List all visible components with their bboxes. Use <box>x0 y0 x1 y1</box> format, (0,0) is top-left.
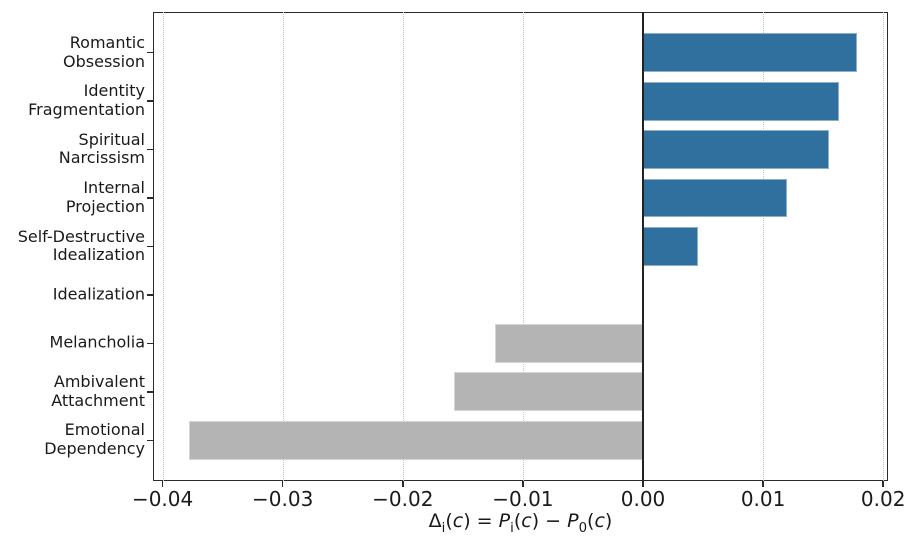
x-tick-mark-0.02 <box>882 481 884 487</box>
x-tick-mark-−0.02 <box>402 481 404 487</box>
y-tick-mark-spiritual-narcissism <box>147 148 153 151</box>
y-tick-label-ambivalent-attachment: Ambivalent Attachment <box>51 371 145 410</box>
y-tick-mark-identity-fragmentation <box>147 100 153 102</box>
x-tick-mark-0.01 <box>762 481 764 487</box>
x-tick-label-−0.01: −0.01 <box>492 487 554 511</box>
gridline-0.01 <box>763 12 765 481</box>
gridline-−0.03 <box>282 12 284 481</box>
y-tick-label-spiritual-narcissism: Spiritual Narcissism <box>58 129 145 168</box>
y-tick-mark-idealization <box>147 294 153 296</box>
bar-spiritual-narcissism <box>643 130 830 169</box>
x-tick-label-0.00: 0.00 <box>620 487 666 511</box>
gridline-−0.04 <box>162 12 164 481</box>
y-tick-label-melancholia: Melancholia <box>49 332 145 352</box>
zero-reference-line <box>642 12 644 481</box>
y-tick-mark-melancholia <box>147 342 153 345</box>
y-tick-label-internal-projection: Internal Projection <box>65 178 145 217</box>
bar-emotional-dependency <box>189 420 643 460</box>
x-tick-label-−0.04: −0.04 <box>131 487 194 511</box>
bar-melancholia <box>495 324 643 363</box>
x-tick-label-0.02: 0.02 <box>860 487 906 511</box>
x-tick-mark-−0.04 <box>161 481 164 487</box>
y-tick-label-emotional-dependency: Emotional Dependency <box>44 420 145 459</box>
gridline-−0.02 <box>402 12 404 481</box>
bar-internal-projection <box>643 178 788 218</box>
y-tick-label-romantic-obsession: Romantic Obsession <box>63 32 145 71</box>
x-tick-label-−0.03: −0.03 <box>252 487 314 511</box>
gridline-0.02 <box>883 12 885 481</box>
y-tick-mark-emotional-dependency <box>147 439 153 442</box>
gridline-−0.01 <box>522 12 524 481</box>
y-tick-label-identity-fragmentation: Identity Fragmentation <box>28 81 145 120</box>
bar-identity-fragmentation <box>643 81 839 121</box>
y-tick-label-idealization: Idealization <box>52 284 145 304</box>
y-tick-mark-ambivalent-attachment <box>147 391 153 393</box>
x-axis-label: Δi(c) = Pi(c) − P0(c) <box>428 510 613 536</box>
y-tick-mark-internal-projection <box>147 197 153 199</box>
x-tick-label-−0.02: −0.02 <box>372 487 434 511</box>
x-tick-label-0.01: 0.01 <box>740 487 786 511</box>
y-tick-mark-romantic-obsession <box>147 51 153 54</box>
x-tick-mark-−0.01 <box>522 481 524 487</box>
bar-self-destructive-idealization <box>643 227 699 266</box>
y-tick-label-self-destructive-idealization: Self-Destructive Idealization <box>17 226 145 265</box>
x-tick-mark-0.00 <box>642 481 644 487</box>
bar-romantic-obsession <box>643 33 857 73</box>
bar-ambivalent-attachment <box>454 372 643 412</box>
y-tick-mark-self-destructive-idealization <box>147 245 153 248</box>
x-tick-mark-−0.03 <box>281 481 284 487</box>
